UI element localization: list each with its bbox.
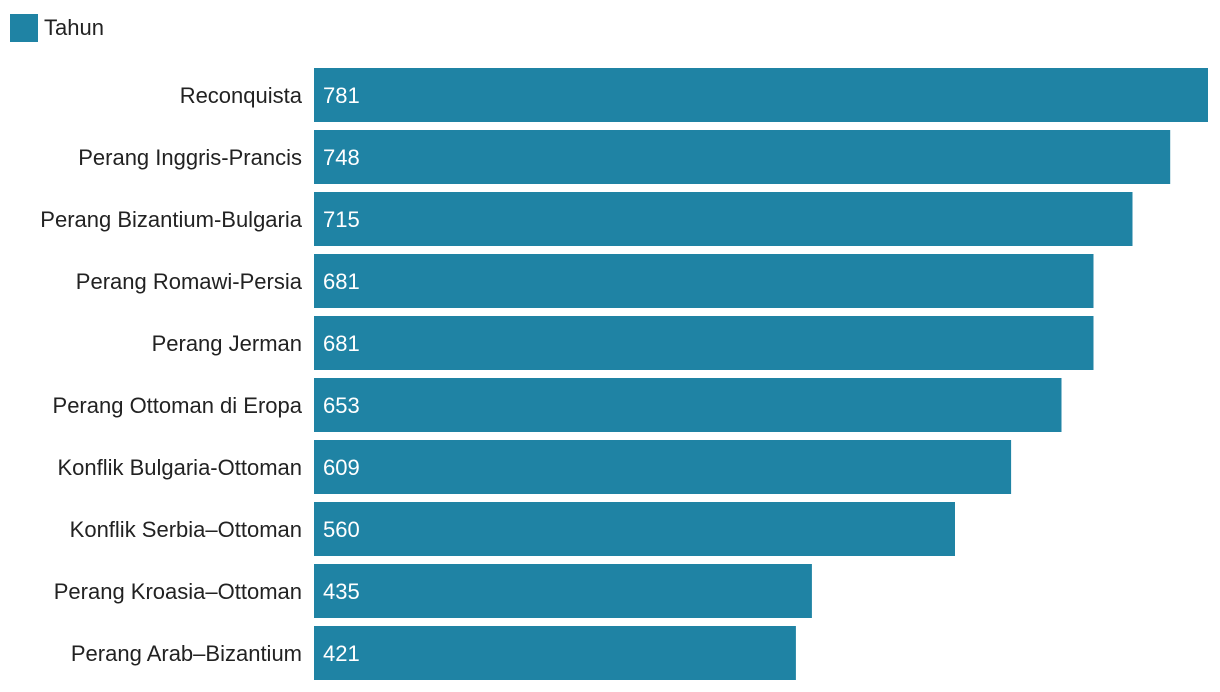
value-label-1: 781: [323, 83, 360, 108]
legend-label: Tahun: [44, 15, 104, 40]
bar-7: [314, 440, 1012, 494]
bar-5: [314, 316, 1094, 370]
legend: Tahun: [10, 14, 104, 42]
legend-swatch: [10, 14, 38, 42]
bar-3: [314, 192, 1133, 246]
category-label-10: Perang Arab–Bizantium: [71, 641, 302, 666]
value-label-6: 653: [323, 393, 360, 418]
bars: [314, 68, 1208, 680]
value-label-5: 681: [323, 331, 360, 356]
bar-10: [314, 626, 796, 680]
bar-9: [314, 564, 812, 618]
category-label-6: Perang Ottoman di Eropa: [53, 393, 303, 418]
category-labels: Reconquista Perang Inggris-Prancis Perang …: [40, 83, 302, 666]
value-label-8: 560: [323, 517, 360, 542]
bar-1: [314, 68, 1208, 122]
category-label-9: Perang Kroasia–Ottoman: [54, 579, 302, 604]
category-label-4: Perang Romawi-Persia: [76, 269, 303, 294]
value-labels: 781 748 715 681 681 653 609 560 435 421: [323, 83, 360, 666]
value-label-3: 715: [323, 207, 360, 232]
value-label-9: 435: [323, 579, 360, 604]
bar-4: [314, 254, 1094, 308]
value-label-4: 681: [323, 269, 360, 294]
category-label-8: Konflik Serbia–Ottoman: [70, 517, 302, 542]
value-label-10: 421: [323, 641, 360, 666]
category-label-2: Perang Inggris-Prancis: [78, 145, 302, 170]
category-label-1: Reconquista: [180, 83, 303, 108]
bar-2: [314, 130, 1171, 184]
category-label-7: Konflik Bulgaria-Ottoman: [57, 455, 302, 480]
bar-8: [314, 502, 955, 556]
bar-6: [314, 378, 1062, 432]
value-label-7: 609: [323, 455, 360, 480]
category-label-5: Perang Jerman: [152, 331, 302, 356]
category-label-3: Perang Bizantium-Bulgaria: [40, 207, 302, 232]
value-label-2: 748: [323, 145, 360, 170]
